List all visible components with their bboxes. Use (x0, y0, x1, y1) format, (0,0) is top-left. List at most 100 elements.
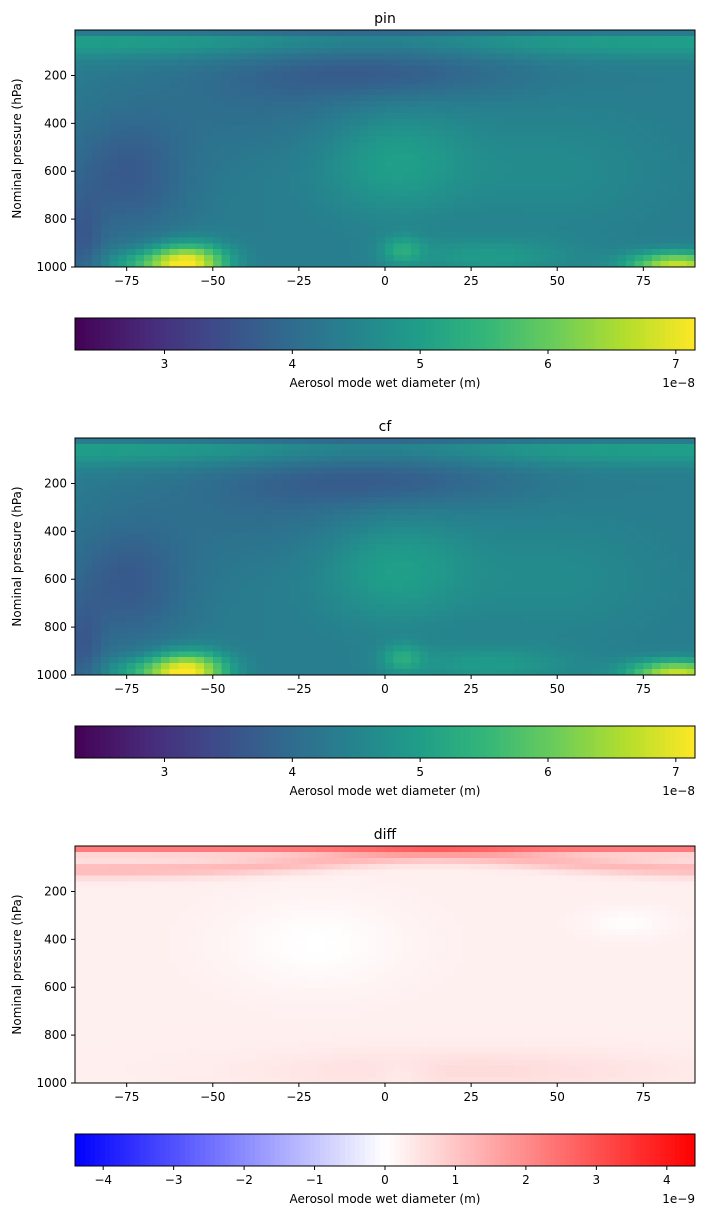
heatmap-cell (152, 213, 162, 221)
heatmap-cell (393, 497, 403, 504)
heatmap-cell (135, 189, 145, 197)
heatmap-cell (238, 580, 248, 587)
heatmap-cell (462, 237, 472, 244)
heatmap-cell (118, 124, 128, 132)
heatmap-cell (574, 136, 584, 144)
heatmap-cell (118, 30, 128, 37)
heatmap-cell (428, 219, 438, 227)
heatmap-cell (333, 550, 343, 558)
heatmap-cell (367, 225, 377, 233)
heatmap-cell (557, 586, 567, 593)
heatmap-cell (333, 130, 343, 138)
colorbar-swatch (495, 318, 501, 350)
heatmap-cell (169, 83, 179, 90)
colorbar-swatch (270, 318, 276, 350)
heatmap-cell (617, 142, 627, 150)
heatmap-cell (341, 231, 352, 238)
heatmap-cell (376, 479, 386, 486)
heatmap-cell (385, 53, 395, 61)
heatmap-cell (204, 189, 214, 197)
heatmap-cell (195, 562, 205, 569)
heatmap-cell (281, 178, 291, 185)
heatmap-cell (307, 556, 317, 564)
heatmap-cell (359, 568, 369, 575)
heatmap-cell (169, 160, 179, 167)
heatmap-cell (255, 261, 266, 268)
heatmap-cell (385, 491, 395, 498)
heatmap-cell (453, 568, 464, 575)
heatmap-cell (350, 201, 360, 209)
heatmap-cell (221, 225, 231, 233)
heatmap-cell (350, 562, 360, 569)
heatmap-cell (212, 562, 222, 569)
heatmap-cell (410, 497, 421, 504)
heatmap-cell (565, 538, 576, 546)
heatmap-cell (651, 509, 662, 516)
heatmap-cell (143, 544, 154, 552)
heatmap-cell (264, 586, 274, 593)
heatmap-cell (410, 71, 421, 78)
heatmap-cell (152, 142, 162, 150)
heatmap-cell (393, 538, 403, 546)
heatmap-cell (669, 154, 679, 161)
heatmap-cell (548, 538, 558, 546)
heatmap-cell (376, 189, 386, 197)
heatmap-cell (367, 550, 377, 558)
heatmap-cell (600, 83, 610, 90)
heatmap-cell (324, 47, 334, 55)
heatmap-cell (488, 142, 498, 150)
heatmap-cell (617, 491, 627, 498)
heatmap-cell (316, 136, 326, 144)
heatmap-cell (204, 53, 214, 61)
heatmap-cell (221, 473, 231, 481)
heatmap-cell (212, 503, 222, 510)
heatmap-cell (307, 255, 317, 262)
heatmap-cell (393, 219, 403, 227)
heatmap-cell (660, 65, 670, 73)
heatmap-cell (479, 160, 489, 167)
heatmap-cell (169, 71, 179, 78)
heatmap-cell (264, 243, 274, 250)
heatmap-cell (118, 112, 128, 120)
heatmap-cell (496, 574, 507, 581)
heatmap-cell (393, 503, 403, 510)
heatmap-cell (204, 479, 214, 486)
heatmap-cell (118, 118, 128, 126)
heatmap-cell (230, 71, 240, 78)
heatmap-cell (479, 261, 489, 268)
heatmap-cell (195, 592, 205, 599)
heatmap-cell (135, 71, 145, 78)
heatmap-cell (186, 443, 197, 451)
heatmap-cell (135, 479, 145, 486)
heatmap-cell (514, 556, 524, 564)
heatmap-cell (600, 520, 610, 528)
heatmap-cell (643, 71, 653, 78)
heatmap-cell (600, 148, 610, 156)
heatmap-cell (677, 526, 687, 534)
heatmap-cell (522, 231, 532, 238)
heatmap-cell (445, 207, 455, 215)
heatmap-cell (143, 243, 154, 250)
heatmap-cell (471, 178, 481, 185)
heatmap-cell (290, 77, 300, 84)
heatmap-cell (273, 112, 283, 120)
heatmap-cell (686, 497, 696, 504)
heatmap-cell (462, 592, 472, 599)
heatmap-cell (600, 89, 610, 96)
heatmap-cell (333, 172, 343, 179)
heatmap-cell (591, 491, 601, 498)
heatmap-cell (126, 225, 136, 233)
heatmap-cell (522, 59, 532, 67)
heatmap-cell (212, 509, 222, 516)
heatmap-cell (505, 124, 515, 132)
colorbar-swatch (625, 318, 631, 350)
heatmap-cell (393, 461, 403, 469)
heatmap-cell (307, 219, 317, 227)
heatmap-cell (565, 562, 576, 569)
heatmap-cell (350, 83, 360, 90)
heatmap-cell (83, 71, 93, 78)
heatmap-cell (118, 449, 128, 457)
heatmap-cell (600, 479, 610, 486)
heatmap-cell (436, 592, 446, 599)
heatmap-cell (462, 219, 472, 227)
